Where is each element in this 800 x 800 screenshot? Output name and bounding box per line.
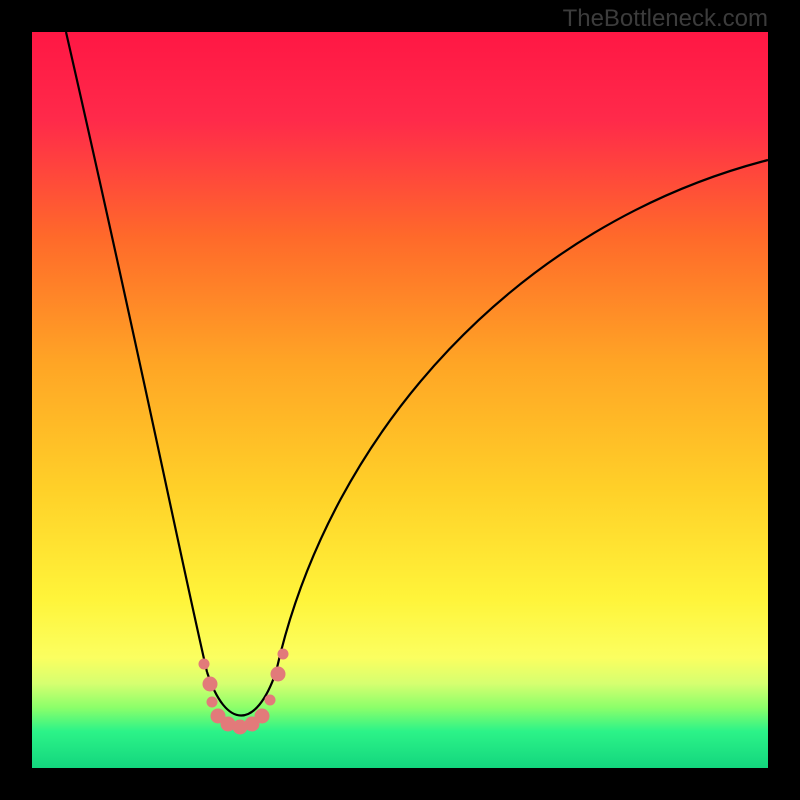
valley-marker [203, 677, 218, 692]
right-curve [276, 160, 768, 672]
valley-marker [255, 709, 270, 724]
chart-container: TheBottleneck.com [0, 0, 800, 800]
left-curve [66, 32, 207, 672]
valley-marker [278, 649, 289, 660]
valley-marker [207, 697, 218, 708]
valley-marker [199, 659, 210, 670]
valley-marker [271, 667, 286, 682]
valley-marker [265, 695, 276, 706]
curve-overlay [0, 0, 800, 800]
